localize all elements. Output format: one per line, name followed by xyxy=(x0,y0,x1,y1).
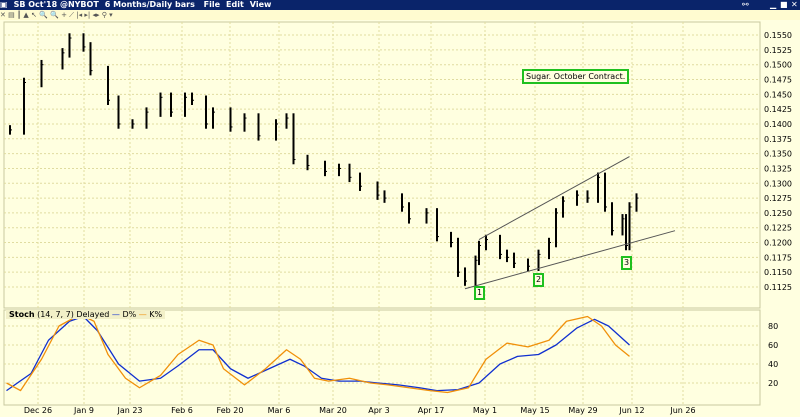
mountain-icon[interactable]: ▲ xyxy=(23,11,29,19)
stoch-y-tick-label: 80 xyxy=(768,322,778,331)
d-legend[interactable]: D% xyxy=(122,310,137,319)
y-tick-label: 0.1400 xyxy=(764,120,792,129)
cursor-icon[interactable]: ↖ xyxy=(31,11,37,19)
timeframe-selector[interactable]: 6 Months/Daily bars xyxy=(104,0,195,9)
y-tick-label: 0.1350 xyxy=(764,150,792,159)
y-tick-label: 0.1450 xyxy=(764,90,792,99)
y-tick-label: 0.1200 xyxy=(764,239,792,248)
zoom-in-icon[interactable]: 🔍 xyxy=(39,11,48,19)
y-tick-label: 0.1250 xyxy=(764,209,792,218)
wave-label-1: 1 xyxy=(474,286,485,300)
close-icon[interactable]: ✕ xyxy=(791,0,798,9)
y-tick-label: 0.1425 xyxy=(764,105,792,114)
y-tick-label: 0.1325 xyxy=(764,164,792,173)
x-tick-label: Mar 6 xyxy=(268,406,291,415)
stoch-y-tick-label: 40 xyxy=(768,360,778,369)
x-tick-label: May 29 xyxy=(568,406,597,415)
x-tick-label: Mar 20 xyxy=(319,406,347,415)
y-tick-label: 0.1475 xyxy=(764,76,792,85)
toolbar: ✕ ▤ ┃ ▲ ↖ 🔍 🔍 + ⟋ |◂ ▸| ◂▸ ⚲ ▾ xyxy=(0,10,800,20)
x-tick-label: Jan 23 xyxy=(116,406,142,415)
y-tick-label: 0.1550 xyxy=(764,31,792,40)
wave-label-2: 2 xyxy=(533,273,544,287)
scroll-right-icon[interactable]: ▸| xyxy=(84,11,91,19)
k-legend[interactable]: K% xyxy=(149,310,163,319)
y-tick-label: 0.1225 xyxy=(764,224,792,233)
link-icon[interactable]: ⚯ xyxy=(742,0,749,9)
y-tick-label: 0.1275 xyxy=(764,194,792,203)
x-tick-label: May 15 xyxy=(520,406,549,415)
title-bar: ▣ SB Oct'18 @NYBOT 6 Months/Daily bars Fil… xyxy=(0,0,800,10)
y-tick-label: 0.1500 xyxy=(764,61,792,70)
x-tick-label: Feb 6 xyxy=(171,406,193,415)
y-tick-label: 0.1150 xyxy=(764,268,792,277)
price-chart[interactable]: 0.1125 0.1150 0.1175 0.1200 0.1225 0.1250 0.12… xyxy=(0,20,800,417)
stoch-params[interactable]: (14, 7, 7) Delayed xyxy=(37,310,110,319)
maximize-icon[interactable]: ■ xyxy=(780,0,788,9)
app-icon: ▣ xyxy=(0,0,8,9)
x-tick-label: Feb 20 xyxy=(217,406,244,415)
menu-file[interactable]: File xyxy=(203,0,221,9)
scroll-left-icon[interactable]: |◂ xyxy=(76,11,83,19)
d-line xyxy=(6,315,630,392)
menu-edit[interactable]: Edit xyxy=(226,0,244,9)
stoch-legend: Stoch (14, 7, 7) Delayed — D% — K% xyxy=(6,310,166,319)
x-tick-label: Dec 26 xyxy=(24,406,52,415)
stoch-panel xyxy=(3,309,761,406)
x-tick-label: Jan 9 xyxy=(73,406,94,415)
y-tick-label: 0.1525 xyxy=(764,46,792,55)
trendline xyxy=(478,156,630,241)
x-tick-label: May 1 xyxy=(473,406,497,415)
bar-icon[interactable]: ▤ xyxy=(8,11,15,19)
y-tick-label: 0.1175 xyxy=(764,253,792,262)
menu-view[interactable]: View xyxy=(249,0,272,9)
zoom-out-icon[interactable]: 🔍 xyxy=(50,11,59,19)
stoch-y-tick-label: 60 xyxy=(768,341,778,350)
symbol-selector[interactable]: SB Oct'18 @NYBOT xyxy=(13,0,99,9)
y-tick-label: 0.1300 xyxy=(764,179,792,188)
link-icon[interactable]: ⚲ xyxy=(101,11,107,19)
x-tick-label: Apr 17 xyxy=(418,406,445,415)
minimize-icon[interactable]: ▁ xyxy=(770,0,777,9)
dropdown-icon[interactable]: ▾ xyxy=(109,11,113,19)
annotation-note: Sugar. October Contract. xyxy=(522,69,630,84)
wave-label-3: 3 xyxy=(621,256,632,270)
stoch-y-tick-label: 20 xyxy=(768,379,778,388)
price-panel xyxy=(3,21,761,309)
crosshair-icon[interactable]: + xyxy=(61,11,67,19)
x-tick-label: Apr 3 xyxy=(368,406,389,415)
fit-icon[interactable]: ◂▸ xyxy=(92,11,100,19)
y-tick-label: 0.1375 xyxy=(764,135,792,144)
ohlc-icon[interactable]: ┃ xyxy=(16,11,22,19)
close-icon[interactable]: ✕ xyxy=(0,11,6,19)
trendline-icon[interactable]: ⟋ xyxy=(69,11,75,19)
trendline xyxy=(464,230,676,290)
y-tick-label: 0.1125 xyxy=(764,283,792,292)
stoch-name: Stoch xyxy=(9,310,35,319)
x-tick-label: Jun 12 xyxy=(618,406,644,415)
x-tick-label: Jun 26 xyxy=(669,406,695,415)
k-line xyxy=(6,313,630,394)
